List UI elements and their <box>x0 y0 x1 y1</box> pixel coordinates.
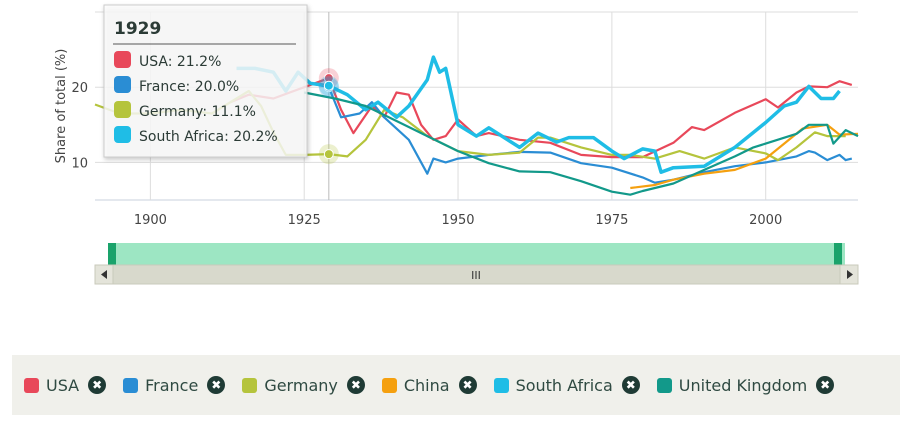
legend-label: China <box>403 375 450 395</box>
x-tick-label: 2000 <box>749 213 782 228</box>
hover-markers <box>318 68 339 165</box>
scrollbar-grip[interactable]: III <box>471 269 481 282</box>
legend-item-germany[interactable]: Germany ✖ <box>242 376 365 395</box>
arrow-left-icon <box>101 270 107 279</box>
legend-label: Germany <box>264 375 338 395</box>
legend-item-united-kingdom[interactable]: United Kingdom ✖ <box>656 375 835 395</box>
remove-icon[interactable]: ✖ <box>88 376 107 394</box>
tooltip-swatch <box>114 101 131 118</box>
series-line-south-africa <box>236 55 841 174</box>
navigator-range[interactable] <box>108 243 845 265</box>
navigator-handle-right[interactable] <box>834 243 842 265</box>
series-line-china <box>630 123 859 190</box>
y-axis: 10 20 <box>71 81 88 171</box>
legend-item-south-africa[interactable]: South Africa ✖ <box>493 375 640 395</box>
tooltip-row: France: 20.0% <box>139 79 239 95</box>
hover-marker <box>323 80 334 91</box>
remove-icon[interactable]: ✖ <box>816 376 835 394</box>
hover-marker <box>323 149 334 160</box>
tooltip-row: USA: 21.2% <box>139 54 221 70</box>
tooltip-box <box>103 4 308 158</box>
tooltip: 1929 USA: 21.2% France: 20.0% Germany: 11.… <box>103 4 308 158</box>
legend-swatch <box>656 377 672 393</box>
y-tick-label: 10 <box>71 156 88 171</box>
legend-label: South Africa <box>515 375 613 395</box>
tooltip-swatch <box>114 126 131 143</box>
tooltip-row: Germany: 11.1% <box>139 104 256 120</box>
remove-icon[interactable]: ✖ <box>458 376 477 394</box>
x-tick-label: 1925 <box>288 213 321 228</box>
legend-item-china[interactable]: China ✖ <box>381 375 477 395</box>
series-line-france <box>310 82 853 184</box>
y-tick-label: 20 <box>71 81 88 96</box>
remove-icon[interactable]: ✖ <box>621 376 640 394</box>
legend-swatch <box>24 377 39 393</box>
tooltip-title: 1929 <box>114 19 161 39</box>
x-axis: 1900 1925 1950 1975 2000 <box>134 213 782 228</box>
line-chart: 1900 1925 1950 1975 2000 10 20 Share of total… <box>54 4 859 285</box>
navigator-handle-left[interactable] <box>108 243 116 265</box>
legend: USA ✖ France ✖ Germany ✖ China ✖ South Africa ✖ Un… <box>12 355 900 415</box>
legend-swatch <box>242 377 258 393</box>
legend-item-usa[interactable]: USA ✖ <box>24 375 107 395</box>
legend-item-france[interactable]: France ✖ <box>123 375 226 395</box>
remove-icon[interactable]: ✖ <box>346 376 365 394</box>
x-tick-label: 1950 <box>441 213 474 228</box>
x-tick-label: 1975 <box>595 213 628 228</box>
legend-swatch <box>123 377 139 393</box>
y-axis-label: Share of total (%) <box>54 49 69 164</box>
arrow-right-icon <box>847 270 853 279</box>
legend-swatch <box>381 377 397 393</box>
series-line-united-kingdom <box>303 91 859 196</box>
tooltip-row: South Africa: 20.2% <box>139 129 278 145</box>
legend-label: United Kingdom <box>678 375 808 395</box>
legend-label: France <box>145 375 199 395</box>
tooltip-swatch <box>114 51 131 68</box>
legend-label: USA <box>46 375 80 395</box>
legend-swatch <box>493 377 509 393</box>
remove-icon[interactable]: ✖ <box>207 376 226 394</box>
x-tick-label: 1900 <box>134 213 167 228</box>
tooltip-swatch <box>114 76 131 93</box>
